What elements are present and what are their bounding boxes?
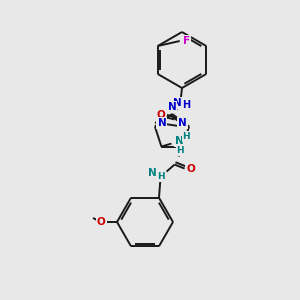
Text: O: O	[97, 217, 105, 227]
Text: H: H	[183, 132, 190, 141]
Text: N: N	[158, 118, 166, 128]
Text: H: H	[157, 172, 164, 181]
Text: N: N	[148, 168, 157, 178]
Text: N: N	[178, 118, 187, 128]
Text: O: O	[186, 164, 195, 174]
Text: F: F	[183, 36, 190, 46]
Text: O: O	[157, 110, 165, 120]
Text: N: N	[175, 136, 184, 146]
Text: N: N	[172, 98, 182, 108]
Text: H: H	[182, 100, 190, 110]
Text: N: N	[168, 102, 176, 112]
Text: H: H	[177, 146, 184, 155]
